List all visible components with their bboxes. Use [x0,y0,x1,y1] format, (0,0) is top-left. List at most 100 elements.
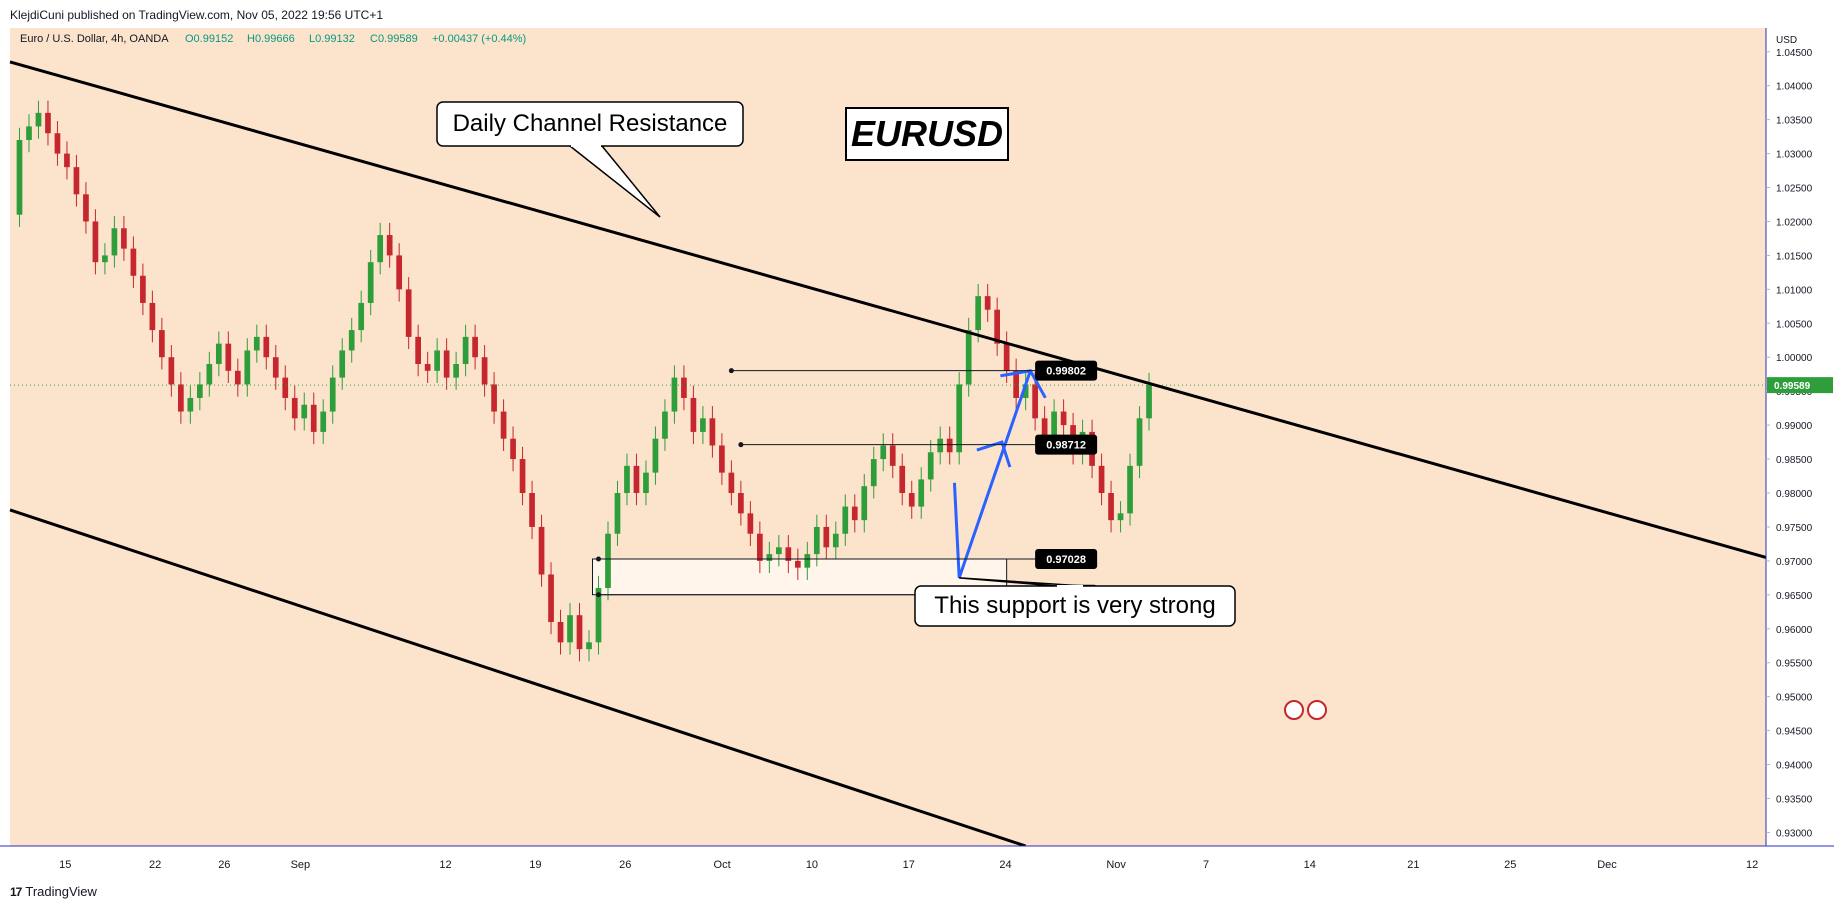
candle-body [510,438,516,460]
y-tick-label: 0.94500 [1776,727,1813,738]
candle-body [690,397,697,432]
footer-bar: 17 TradingView [0,878,1834,907]
candle-body [671,377,678,412]
x-tick-label: Sep [291,859,311,871]
candle-body [443,350,450,378]
candle-body [102,255,108,263]
x-tick-label: 19 [529,859,541,871]
candle-body [35,112,42,127]
y-tick-label: 0.97000 [1776,557,1813,568]
candle-body [548,574,554,622]
candle-body [386,235,393,256]
candle-body [1060,411,1067,426]
candle-body [586,642,592,650]
candle-body [168,357,175,385]
support-callout: This support is very strong [914,577,1236,627]
ohlc-close: C0.99589 [370,33,418,45]
candle-body [367,262,374,303]
candle-body [1051,411,1057,439]
candle-body [320,411,327,432]
candle-body [130,248,137,276]
candle-body [140,275,146,303]
price-level-anchor [728,368,734,374]
candle-body [187,397,194,412]
candle-body [794,560,801,568]
candle-body [149,302,156,331]
y-tick-label: 0.98000 [1776,489,1813,500]
candle-body [747,513,754,534]
price-axis-panel [1766,28,1834,878]
candle-body [196,384,203,398]
candle-body [1003,343,1010,371]
candle-body [519,459,526,494]
last-price-label: 0.99589 [1774,381,1811,392]
candle-body [310,404,317,432]
price-level-anchor [738,442,744,448]
chart-title-text: EURUSD [851,113,1003,154]
price-level-anchor [595,556,601,562]
y-tick-label: 0.93500 [1776,794,1813,805]
price-level-tag [1035,548,1098,569]
y-tick-label: 0.99000 [1776,421,1813,432]
candle-body [1117,513,1124,521]
x-tick-label: 7 [1203,859,1209,871]
candle-body [757,533,763,561]
candle-body [339,350,346,378]
candle-body [462,336,469,365]
y-tick-label: 0.98500 [1776,455,1813,466]
candle-body [880,445,887,460]
candle-body [92,221,99,263]
candle-body [301,404,308,419]
candle-body [272,357,279,378]
x-tick-label: 22 [149,859,161,871]
candle-body [775,547,782,555]
candle-body [595,588,602,643]
x-tick-label: 26 [619,859,631,871]
x-tick-label: Oct [714,859,731,871]
price-level-tag [1035,360,1098,381]
candle-body [738,493,744,514]
y-tick-label: 0.96500 [1776,591,1813,602]
candle-body [937,438,944,453]
ohlc-low: L0.99132 [309,33,355,45]
ohlc-high: H0.99666 [247,33,295,45]
candle-body [576,615,583,650]
resistance-callout-text: Daily Channel Resistance [453,110,728,137]
candle-body [453,364,459,378]
candle-body [975,296,982,331]
ohlc-change: +0.00437 (+0.44%) [432,33,526,45]
candle-body [1127,465,1133,514]
candle-body [215,343,222,365]
y-tick-label: 0.95500 [1776,659,1813,670]
price-level-anchor [595,592,601,598]
candle-body [633,465,640,494]
candle-body [83,194,89,222]
candle-body [1108,493,1114,521]
tradingview-logo[interactable]: 17 TradingView [10,884,97,899]
candle-body [377,235,384,263]
x-tick-label: Nov [1106,859,1126,871]
candle-body [16,140,23,215]
candle-body [813,526,820,555]
candle-body [1032,384,1038,419]
chart-background [10,28,1766,846]
publisher-text: KlejdiCuni published on TradingView.com,… [10,8,384,22]
y-tick-label: 0.93000 [1776,828,1813,839]
candle-body [225,343,232,371]
candle-body [908,493,915,507]
candle-body [1022,384,1029,398]
currency-label: USD [1776,35,1797,46]
resistance-callout: Daily Channel Resistance [436,101,744,218]
candle-body [291,397,298,419]
candle-body [700,418,706,432]
candle-body [396,255,403,290]
x-tick-label: Dec [1597,859,1617,871]
candle-body [405,289,412,337]
us-flag-icon [1284,700,1304,720]
candle-body [870,459,877,487]
price-level-label: 0.98712 [1046,440,1086,452]
price-level-label: 0.99802 [1046,366,1086,378]
y-tick-label: 0.96000 [1776,625,1813,636]
